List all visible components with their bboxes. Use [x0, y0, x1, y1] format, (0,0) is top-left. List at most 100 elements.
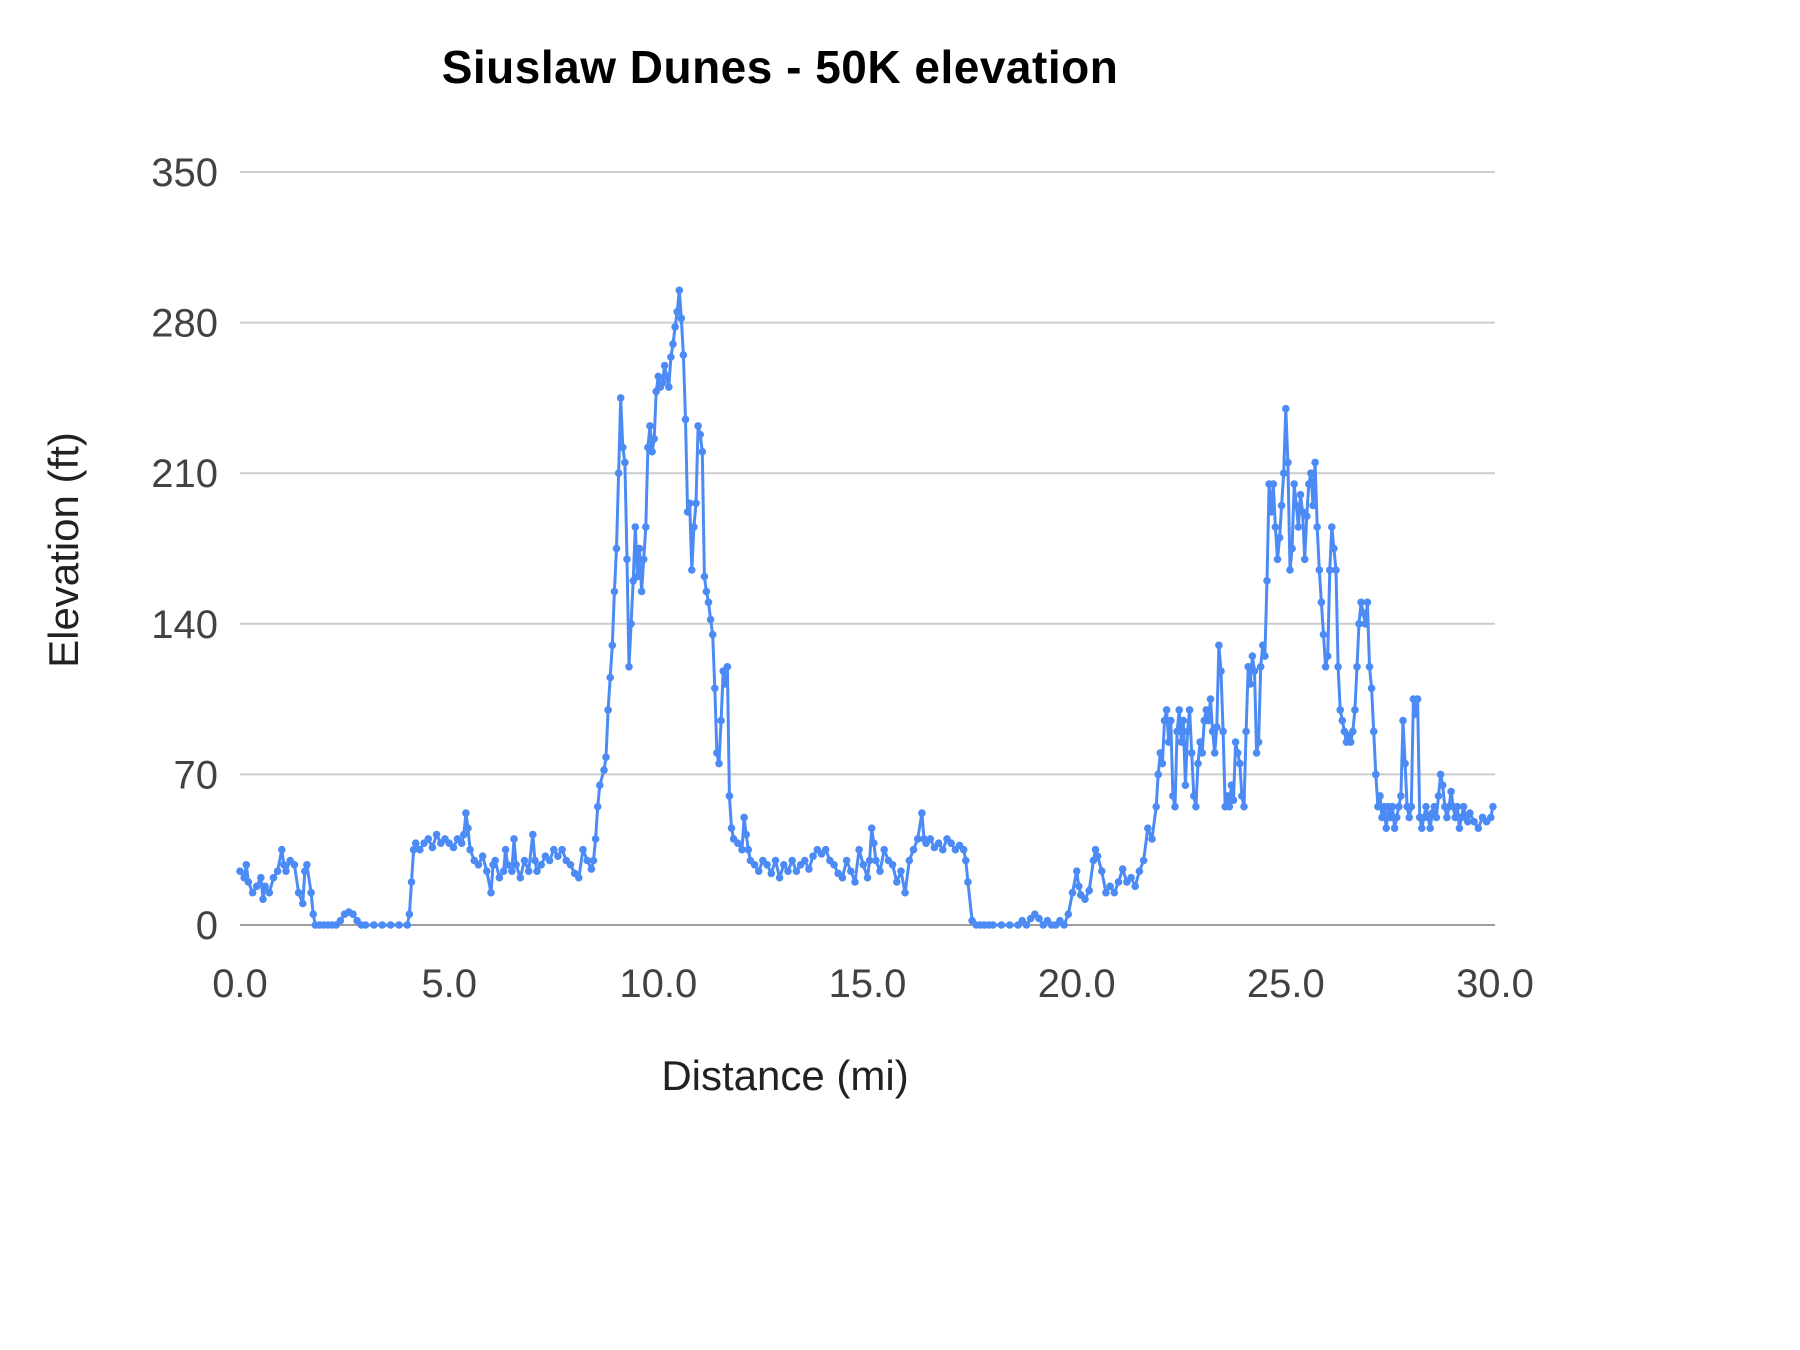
data-point-marker [1135, 867, 1144, 875]
data-point-marker [1330, 544, 1338, 553]
data-point-marker [1198, 749, 1206, 757]
data-point-marker [1363, 598, 1372, 607]
data-point-marker [1311, 458, 1319, 467]
data-point-marker [1376, 792, 1384, 800]
data-point-marker [1068, 888, 1077, 897]
data-point-marker [424, 835, 433, 843]
data-point-marker [740, 813, 748, 822]
data-point-marker [457, 839, 466, 847]
data-point-marker [744, 845, 753, 854]
data-point-marker [675, 286, 684, 295]
data-point-marker [715, 759, 723, 768]
data-point-marker [1443, 813, 1451, 822]
data-point-marker [361, 921, 370, 929]
data-point-marker [1263, 577, 1271, 585]
data-point-marker [282, 867, 290, 875]
data-point-marker [1202, 706, 1211, 714]
data-point-marker [775, 873, 784, 882]
y-tick-label: 140 [151, 603, 218, 647]
data-point-marker [1118, 865, 1127, 873]
data-point-marker [1085, 886, 1093, 895]
x-tick-label: 15.0 [829, 962, 907, 1006]
data-point-marker [1386, 813, 1395, 822]
data-point-marker [261, 882, 269, 891]
data-point-marker [591, 835, 600, 843]
data-point-marker [909, 845, 918, 854]
data-point-marker [309, 910, 318, 918]
data-point-marker [934, 839, 943, 847]
y-tick-label: 280 [151, 302, 218, 346]
data-point-marker [269, 873, 278, 882]
data-point-marker [1422, 802, 1430, 811]
data-point-marker [1418, 824, 1426, 832]
data-point-marker [637, 587, 646, 596]
data-point-marker [583, 856, 591, 865]
data-point-marker [1254, 738, 1263, 746]
data-point-marker [1093, 852, 1102, 860]
x-axis-title: Distance (mi) [661, 1052, 909, 1099]
data-point-marker [474, 861, 483, 869]
data-point-marker [738, 845, 746, 854]
data-point-marker [855, 845, 863, 854]
data-point-marker [1175, 706, 1183, 714]
data-point-marker [606, 673, 614, 682]
data-point-marker [1238, 792, 1246, 800]
data-point-marker [1405, 813, 1413, 822]
data-point-marker [821, 845, 830, 854]
data-point-marker [566, 861, 575, 869]
data-point-marker [508, 867, 516, 875]
data-point-marker [575, 873, 583, 882]
data-point-marker [244, 878, 253, 886]
data-point-marker [633, 572, 642, 581]
data-point-marker [1296, 490, 1305, 499]
data-point-marker [1064, 910, 1073, 918]
data-point-marker [1321, 663, 1330, 671]
data-point-marker [529, 830, 537, 839]
y-tick-label: 210 [151, 452, 218, 496]
data-point-marker [1183, 727, 1192, 736]
data-point-marker [1190, 792, 1198, 800]
data-point-marker [1194, 759, 1202, 768]
data-point-marker [1210, 749, 1219, 757]
data-point-marker [1206, 695, 1215, 703]
data-point-marker [870, 839, 878, 847]
data-point-marker [600, 766, 608, 774]
data-point-marker [888, 861, 897, 869]
data-point-marker [780, 861, 788, 869]
y-tick-label: 350 [151, 151, 218, 195]
data-point-marker [621, 458, 629, 467]
data-point-marker [1451, 813, 1460, 822]
data-point-marker [1464, 817, 1472, 826]
data-point-marker [1181, 781, 1190, 789]
data-point-marker [1474, 824, 1483, 832]
data-point-marker [792, 867, 801, 875]
data-point-marker [669, 340, 677, 348]
data-point-marker [623, 555, 631, 564]
data-point-marker [537, 861, 545, 869]
data-point-marker [926, 835, 935, 843]
data-point-marker [1332, 566, 1340, 574]
data-point-marker [533, 867, 541, 875]
data-point-marker [1338, 716, 1347, 725]
data-point-marker [1005, 921, 1014, 929]
data-point-marker [248, 888, 257, 897]
data-point-marker [673, 308, 681, 316]
data-point-marker [464, 824, 472, 832]
data-point-marker [1091, 845, 1100, 854]
data-point-marker [1470, 817, 1478, 826]
data-point-marker [688, 566, 696, 574]
data-point-marker [1430, 802, 1439, 811]
data-point-marker [660, 361, 669, 370]
data-point-marker [462, 809, 470, 817]
data-point-marker [1413, 695, 1422, 703]
data-point-marker [658, 379, 667, 387]
data-point-marker [880, 845, 888, 854]
data-point-marker [838, 873, 847, 882]
data-point-marker [1365, 663, 1374, 671]
data-point-marker [520, 856, 529, 865]
data-point-marker [1269, 480, 1278, 488]
data-point-marker [1434, 792, 1443, 800]
data-point-marker [1309, 501, 1317, 510]
x-tick-label: 10.0 [619, 962, 697, 1006]
